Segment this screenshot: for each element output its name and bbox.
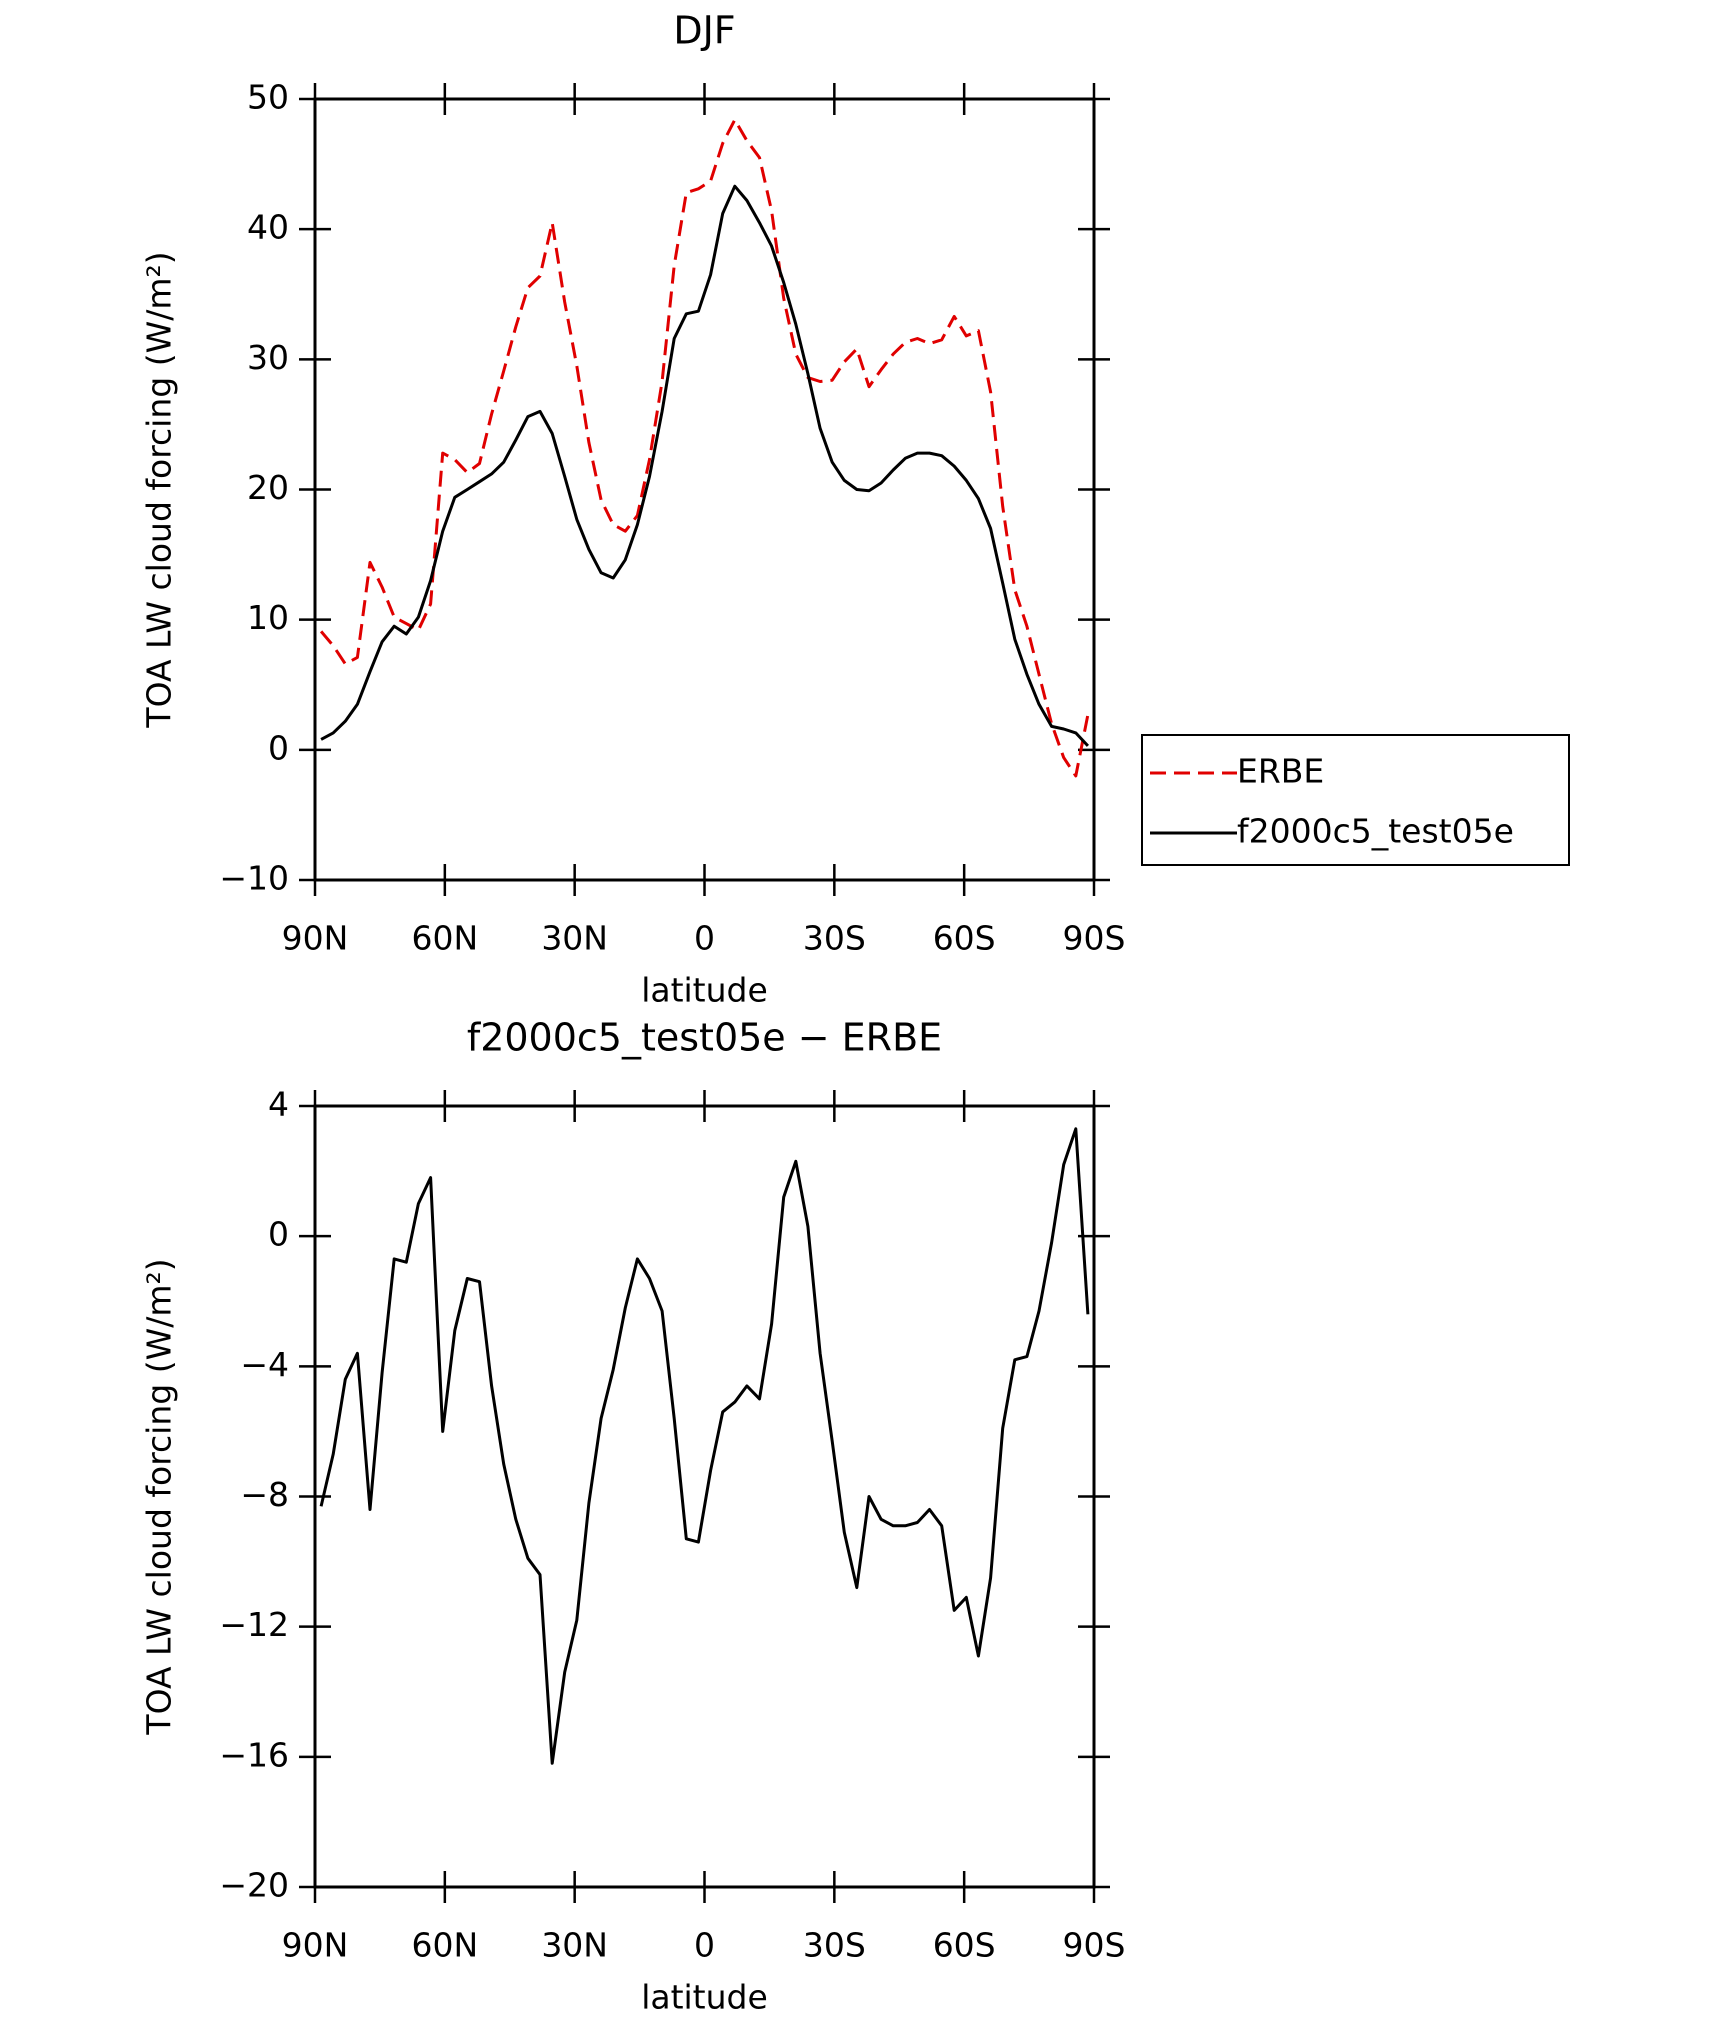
chart-title: f2000c5_test05e − ERBE bbox=[467, 1016, 942, 1060]
x-tick-label: 60N bbox=[411, 919, 478, 958]
y-tick-label: 0 bbox=[268, 1215, 289, 1254]
y-tick-label: 40 bbox=[247, 208, 289, 247]
x-tick-label: 90N bbox=[282, 1926, 349, 1965]
x-tick-label: 90S bbox=[1063, 1926, 1126, 1965]
x-tick-label: 60N bbox=[411, 1926, 478, 1965]
legend-label: ERBE bbox=[1237, 752, 1324, 791]
x-tick-label: 90N bbox=[282, 919, 349, 958]
y-tick-label: −20 bbox=[219, 1866, 289, 1905]
plot-frame bbox=[313, 97, 1096, 882]
y-axis-label: TOA LW cloud forcing (W/m²) bbox=[140, 251, 179, 728]
y-tick-label: −16 bbox=[219, 1735, 289, 1774]
x-tick-label: 90S bbox=[1063, 919, 1126, 958]
chart-title: DJF bbox=[673, 9, 735, 53]
y-tick-label: −8 bbox=[240, 1475, 289, 1514]
x-tick-label: 0 bbox=[694, 1926, 715, 1965]
x-tick-label: 0 bbox=[694, 919, 715, 958]
y-tick-label: −10 bbox=[219, 859, 289, 898]
y-tick-label: 20 bbox=[247, 468, 289, 507]
y-tick-label: 4 bbox=[268, 1085, 289, 1124]
x-axis-label: latitude bbox=[641, 1978, 768, 2017]
x-tick-label: 30N bbox=[541, 1926, 608, 1965]
data-line bbox=[320, 184, 1089, 747]
x-tick-label: 30S bbox=[803, 919, 866, 958]
x-tick-label: 30S bbox=[803, 1926, 866, 1965]
y-axis-label: TOA LW cloud forcing (W/m²) bbox=[140, 1258, 179, 1735]
y-tick-label: −4 bbox=[240, 1345, 289, 1384]
x-tick-label: 60S bbox=[933, 1926, 996, 1965]
legend-label: f2000c5_test05e bbox=[1237, 812, 1514, 851]
data-line bbox=[319, 1127, 1090, 1765]
x-tick-label: 60S bbox=[933, 919, 996, 958]
y-tick-label: −12 bbox=[219, 1605, 289, 1644]
x-axis-label: latitude bbox=[641, 971, 768, 1010]
y-tick-label: 50 bbox=[247, 78, 289, 117]
data-line bbox=[319, 118, 1090, 778]
x-tick-label: 30N bbox=[541, 919, 608, 958]
legend-box bbox=[1141, 734, 1570, 866]
y-tick-label: 10 bbox=[247, 598, 289, 637]
plot-frame bbox=[313, 1104, 1096, 1889]
y-tick-label: 0 bbox=[268, 728, 289, 767]
y-tick-label: 30 bbox=[247, 338, 289, 377]
